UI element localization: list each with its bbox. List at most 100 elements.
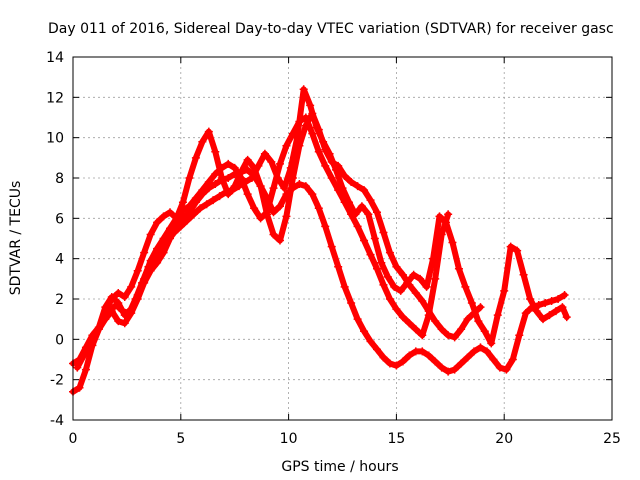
data-point xyxy=(398,357,407,366)
data-point xyxy=(312,123,321,132)
data-point xyxy=(299,85,308,94)
data-point xyxy=(230,163,239,172)
y-tick-label: -2 xyxy=(50,373,64,389)
data-point xyxy=(159,212,168,221)
data-point xyxy=(189,210,198,219)
x-tick-label: 15 xyxy=(387,431,405,447)
data-point xyxy=(448,238,457,247)
data-point xyxy=(327,174,336,182)
data-point xyxy=(461,282,470,291)
y-axis-label: SDTVAR / TECUs xyxy=(8,181,24,296)
data-point xyxy=(185,174,194,182)
data-point xyxy=(541,299,550,308)
data-point xyxy=(360,327,369,336)
data-point xyxy=(392,361,401,370)
data-point xyxy=(196,204,205,213)
data-point xyxy=(301,121,310,130)
data-point xyxy=(424,351,433,360)
data-point xyxy=(243,155,252,164)
data-point xyxy=(515,331,524,340)
x-tick-label: 0 xyxy=(69,431,78,447)
data-point xyxy=(539,315,548,324)
data-point xyxy=(392,305,401,314)
data-point xyxy=(411,325,420,334)
data-point xyxy=(392,262,401,271)
data-point xyxy=(360,236,369,245)
data-point xyxy=(379,353,388,362)
data-point xyxy=(99,315,108,324)
x-tick-label: 10 xyxy=(280,431,298,447)
data-point xyxy=(166,224,175,233)
data-point xyxy=(150,252,159,261)
data-point xyxy=(120,292,129,301)
data-point xyxy=(198,186,207,195)
y-tick-label: 6 xyxy=(55,211,64,227)
data-point xyxy=(398,313,407,322)
data-point xyxy=(519,270,528,279)
data-point xyxy=(405,319,414,328)
data-point xyxy=(314,147,323,156)
data-point xyxy=(209,196,218,205)
data-point xyxy=(444,210,453,219)
data-point xyxy=(92,327,101,336)
data-point xyxy=(353,315,362,324)
x-tick-label: 25 xyxy=(603,431,621,447)
data-point xyxy=(340,171,349,180)
plot-frame xyxy=(72,56,613,421)
data-point xyxy=(431,317,440,326)
data-point xyxy=(153,218,162,227)
data-point xyxy=(260,149,269,158)
data-point xyxy=(321,161,330,170)
data-point xyxy=(73,363,82,372)
data-point xyxy=(495,363,504,372)
y-tick-label: 12 xyxy=(46,90,64,106)
data-point xyxy=(385,295,394,303)
axes: 0 5 10 15 20 25 -4 -2 0 2 4 6 8 10 12 14 xyxy=(46,50,621,447)
data-point xyxy=(450,333,459,342)
data-point xyxy=(224,159,233,168)
data-point xyxy=(157,244,166,253)
y-tick-label: 10 xyxy=(46,131,64,147)
data-point xyxy=(114,288,123,297)
data-point xyxy=(263,210,272,219)
data-point xyxy=(398,270,407,279)
data-point xyxy=(332,165,341,174)
x-tick-label: 20 xyxy=(495,431,513,447)
data-point xyxy=(125,309,134,318)
y-tick-label: 0 xyxy=(55,332,64,348)
data-point xyxy=(344,198,353,207)
data-point xyxy=(325,149,334,158)
x-axis-label: GPS time / hours xyxy=(281,459,398,475)
data-point xyxy=(396,286,405,295)
data-point xyxy=(554,295,563,303)
data-point xyxy=(457,325,466,334)
x-tick-label: 5 xyxy=(176,431,185,447)
data-point xyxy=(431,274,440,283)
data-point xyxy=(166,208,175,217)
data-point xyxy=(133,266,142,275)
data-point xyxy=(340,282,349,291)
data-point xyxy=(228,186,237,195)
data-point xyxy=(269,230,278,239)
data-point xyxy=(243,190,252,199)
data-point xyxy=(474,317,483,326)
data-point xyxy=(493,311,502,320)
data-point xyxy=(357,202,366,211)
data-point xyxy=(269,184,278,193)
data-point xyxy=(416,274,425,283)
data-point xyxy=(487,339,496,348)
data-point xyxy=(235,182,244,191)
data-point xyxy=(463,353,472,362)
y-tick-label: 8 xyxy=(55,171,64,187)
data-point xyxy=(306,101,315,110)
data-point xyxy=(422,282,431,291)
data-point xyxy=(204,178,213,187)
data-point xyxy=(526,295,535,303)
data-point xyxy=(372,345,381,354)
data-point xyxy=(256,182,265,191)
data-point xyxy=(431,357,440,366)
data-point xyxy=(120,319,129,328)
y-tick-label: -4 xyxy=(50,413,64,429)
series-track-c xyxy=(101,109,485,342)
data-point xyxy=(295,180,304,189)
